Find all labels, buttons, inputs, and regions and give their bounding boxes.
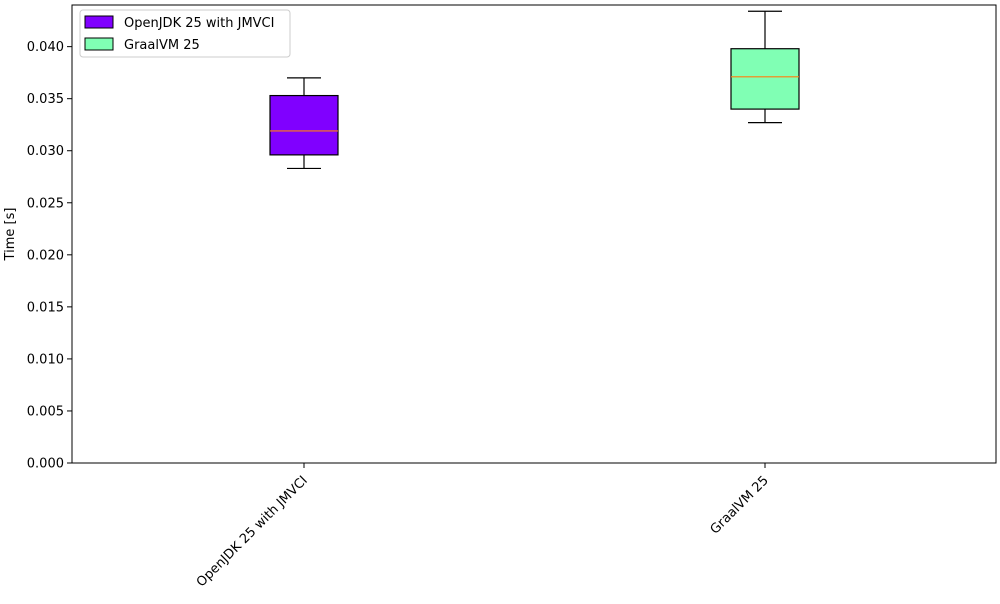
box-series: [269, 10, 800, 170]
legend-box: [79, 9, 291, 58]
y-tick-label: 0.030: [27, 144, 64, 159]
y-tick-label: 0.005: [27, 404, 64, 419]
legend-swatch-openjdk: [84, 15, 114, 29]
y-tick-label: 0.020: [27, 248, 64, 263]
y-tick-label: 0.025: [27, 196, 64, 211]
y-tick-label: 0.000: [27, 457, 64, 472]
box-group: [269, 77, 339, 170]
x-tick-label: GraalVM 25: [708, 473, 772, 537]
x-axis-ticks: OpenJDK 25 with JMVCI GraalVM 25: [194, 463, 772, 590]
box-iqr: [269, 94, 339, 156]
y-tick-label: 0.015: [27, 300, 64, 315]
y-tick-label: 0.040: [27, 40, 64, 55]
box-group: [730, 10, 800, 124]
y-tick-label: 0.010: [27, 352, 64, 367]
legend-label-graalvm: GraalVM 25: [124, 38, 200, 53]
y-tick-label: 0.035: [27, 92, 64, 107]
legend-swatch-graalvm: [84, 37, 114, 51]
legend-label-openjdk: OpenJDK 25 with JMVCI: [124, 16, 274, 31]
box-iqr: [730, 48, 800, 110]
y-axis-label: Time [s]: [3, 208, 18, 262]
legend: OpenJDK 25 with JMVCI GraalVM 25: [79, 9, 291, 58]
x-tick-label: OpenJDK 25 with JMVCI: [194, 473, 311, 590]
y-axis-ticks: 0.000 0.005 0.010 0.015 0.020 0.025 0.030 0.035…: [27, 40, 72, 472]
plot-area-frame: [71, 4, 997, 464]
